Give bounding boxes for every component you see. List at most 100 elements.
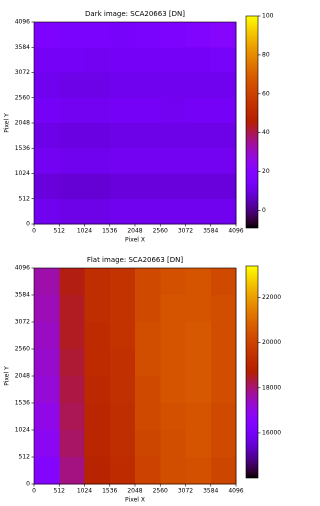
y-tick-label: 512 [19, 454, 31, 461]
heatmap-cell [135, 173, 161, 200]
heatmap-cell [160, 457, 186, 485]
y-tick-label: 3072 [15, 69, 30, 76]
heatmap-cell [84, 457, 111, 485]
heatmap-cell [135, 268, 161, 296]
heatmap-cell [109, 47, 136, 73]
heatmap-cell [185, 123, 212, 149]
heatmap-cell [84, 322, 111, 350]
y-axis-label: Pixel Y [4, 366, 11, 386]
heatmap-cell [135, 198, 161, 225]
heatmap-cell [135, 349, 161, 377]
heatmap-cell [135, 376, 161, 404]
heatmap-cell [160, 123, 186, 149]
chart-title: Dark image: SCA20663 [DN] [85, 10, 185, 18]
colorbar-tick-label: 16000 [262, 429, 281, 436]
x-tick-label: 3584 [203, 488, 218, 495]
x-tick-label: 2560 [153, 488, 168, 495]
heatmap-cell [109, 173, 136, 200]
heatmap-cell [210, 198, 237, 225]
colorbar-tick-label: 0 [262, 207, 266, 214]
heatmap-cell [109, 295, 136, 323]
heatmap-cell [84, 268, 111, 296]
y-tick-label: 4096 [15, 19, 30, 26]
heatmap-cell [59, 349, 85, 377]
y-tick-label: 0 [26, 221, 30, 228]
heatmap-cell [210, 148, 237, 174]
heatmap-cell [185, 295, 212, 323]
colorbar-tick-label: 40 [262, 129, 270, 136]
x-tick-label: 1536 [102, 228, 117, 235]
heatmap-cell [109, 148, 136, 174]
heatmap-cell [185, 268, 212, 296]
y-tick-label: 1024 [15, 427, 30, 434]
heatmap-cell [84, 22, 111, 48]
heatmap-cell [59, 148, 85, 174]
heatmap-cell [210, 268, 237, 296]
heatmap-cell [59, 72, 85, 99]
heatmap-cell [34, 198, 60, 225]
heatmap-cell [59, 123, 85, 149]
heatmap-cell [59, 268, 85, 296]
x-tick-label: 2560 [153, 228, 168, 235]
heatmap-cell [84, 403, 111, 431]
x-tick-label: 2048 [127, 228, 142, 235]
x-tick-label: 3072 [178, 228, 193, 235]
heatmap-cell [59, 47, 85, 73]
x-tick-label: 3584 [203, 228, 218, 235]
heatmap-cell [84, 173, 111, 200]
heatmap-cell [210, 430, 237, 458]
y-tick-label: 2560 [15, 346, 30, 353]
heatmap-cell [84, 198, 111, 225]
colorbar-tick-label: 20 [262, 168, 270, 175]
heatmap-cell [210, 457, 237, 485]
heatmap-cell [109, 376, 136, 404]
heatmap-cell [109, 198, 136, 225]
heatmap-cell [34, 123, 60, 149]
heatmap-cell [210, 47, 237, 73]
x-tick-label: 512 [54, 488, 66, 495]
heatmap-cell [84, 47, 111, 73]
heatmap-cell [84, 97, 111, 124]
y-axis-label: Pixel Y [4, 113, 11, 133]
heatmap-cell [160, 47, 186, 73]
colorbar-tick-label: 18000 [262, 384, 281, 391]
heatmap-cell [109, 97, 136, 124]
heatmap-cell [59, 22, 85, 48]
y-tick-label: 2048 [15, 120, 30, 127]
heatmap-cell [84, 349, 111, 377]
heatmap-cell [135, 430, 161, 458]
heatmap-cell [34, 457, 60, 485]
heatmap-cell [59, 173, 85, 200]
colorbar-tick-label: 22000 [262, 294, 281, 301]
x-tick-label: 1536 [102, 488, 117, 495]
heatmap-cell [34, 430, 60, 458]
heatmap-cell [185, 22, 212, 48]
heatmap-cell [185, 403, 212, 431]
heatmap-cell [185, 376, 212, 404]
y-tick-label: 1536 [15, 400, 30, 407]
heatmap-cell [160, 198, 186, 225]
heatmap-cell [210, 403, 237, 431]
heatmap-cell [210, 72, 237, 99]
heatmap-cell [34, 403, 60, 431]
heatmap-cell [210, 322, 237, 350]
x-axis-label: Pixel X [125, 237, 145, 244]
heatmap-cell [210, 349, 237, 377]
x-tick-label: 1024 [77, 488, 92, 495]
heatmap-cell [109, 322, 136, 350]
colorbar-tick-label: 60 [262, 90, 270, 97]
heatmap-cell [109, 430, 136, 458]
heatmap-cell [160, 403, 186, 431]
chart-title: Flat image: SCA20663 [DN] [87, 256, 184, 264]
heatmap-cell [34, 376, 60, 404]
heatmap-cell [185, 457, 212, 485]
heatmap-cell [135, 457, 161, 485]
heatmap-cell [185, 198, 212, 225]
x-tick-label: 4096 [228, 228, 243, 235]
heatmap-cell [59, 322, 85, 350]
heatmap-cell [135, 97, 161, 124]
heatmap-cell [34, 268, 60, 296]
heatmap-cell [109, 403, 136, 431]
colorbar-tick-label: 20000 [262, 339, 281, 346]
y-tick-label: 2048 [15, 373, 30, 380]
